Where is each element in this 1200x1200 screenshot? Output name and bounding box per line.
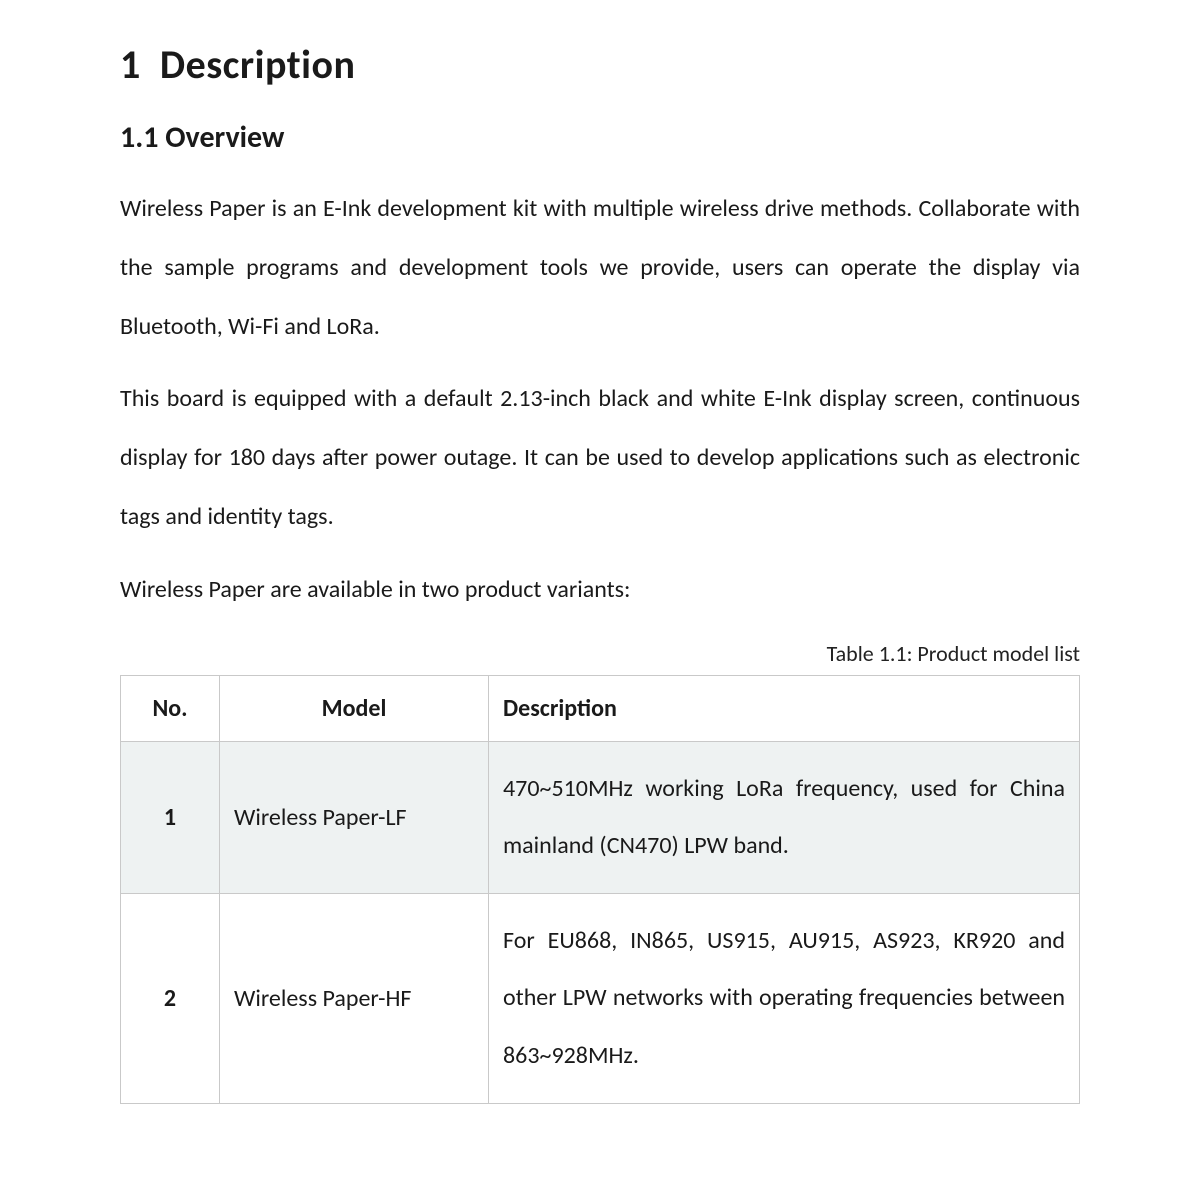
- table-cell-model: Wireless Paper-LF: [220, 741, 489, 893]
- table-header-row: No. Model Description: [121, 675, 1080, 741]
- table-cell-description: 470~510MHz working LoRa frequency, used …: [489, 741, 1080, 893]
- document-page: 1 Description 1.1 Overview Wireless Pape…: [0, 0, 1200, 1144]
- section-number: 1: [120, 40, 141, 89]
- section-title: Description: [160, 40, 356, 89]
- table-caption: Table 1.1: Product model list: [120, 640, 1080, 667]
- body-paragraph: Wireless Paper are available in two prod…: [120, 561, 1080, 620]
- table-cell-model: Wireless Paper-HF: [220, 893, 489, 1103]
- table-cell-no: 1: [121, 741, 220, 893]
- body-paragraph: Wireless Paper is an E-Ink development k…: [120, 180, 1080, 356]
- table-row: 1 Wireless Paper-LF 470~510MHz working L…: [121, 741, 1080, 893]
- subsection-title: Overview: [165, 119, 284, 156]
- section-heading: 1 Description: [120, 40, 1080, 89]
- table-row: 2 Wireless Paper-HF For EU868, IN865, US…: [121, 893, 1080, 1103]
- table-cell-description: For EU868, IN865, US915, AU915, AS923, K…: [489, 893, 1080, 1103]
- subsection-number: 1.1: [120, 119, 158, 156]
- body-paragraph: This board is equipped with a default 2.…: [120, 370, 1080, 546]
- table-header-description: Description: [489, 675, 1080, 741]
- table-header-no: No.: [121, 675, 220, 741]
- table-header-model: Model: [220, 675, 489, 741]
- product-table: No. Model Description 1 Wireless Paper-L…: [120, 675, 1080, 1104]
- subsection-heading: 1.1 Overview: [120, 119, 1080, 156]
- table-cell-no: 2: [121, 893, 220, 1103]
